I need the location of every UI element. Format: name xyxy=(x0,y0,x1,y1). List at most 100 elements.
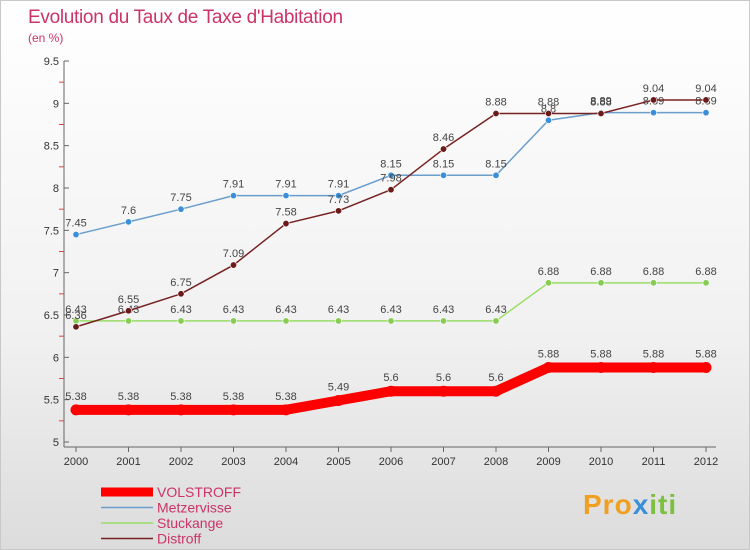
data-label: 7.91 xyxy=(275,179,296,191)
data-label: 7.6 xyxy=(121,205,136,217)
data-point xyxy=(439,317,447,325)
data-label: 6.88 xyxy=(643,266,664,278)
data-point xyxy=(70,404,82,416)
data-label: 7.91 xyxy=(328,179,349,191)
data-label: 5.88 xyxy=(590,348,611,360)
data-label: 9.04 xyxy=(695,83,716,95)
data-label: 7.45 xyxy=(65,218,86,230)
data-label: 5.38 xyxy=(223,391,244,403)
data-point xyxy=(280,404,292,416)
data-point xyxy=(595,361,607,373)
data-label: 8.88 xyxy=(538,96,559,108)
x-tick-label: 2006 xyxy=(379,456,403,468)
data-label: 5.38 xyxy=(170,391,191,403)
data-label: 6.55 xyxy=(118,294,139,306)
data-point xyxy=(543,361,554,373)
data-label: 6.43 xyxy=(328,304,349,316)
data-point xyxy=(702,279,710,287)
data-point xyxy=(438,385,449,397)
data-point xyxy=(490,385,502,397)
y-tick-label: 6 xyxy=(53,352,59,364)
data-label: 5.88 xyxy=(643,348,664,360)
data-point xyxy=(125,317,133,325)
data-point xyxy=(177,205,185,213)
data-point xyxy=(439,171,447,179)
x-tick-label: 2007 xyxy=(431,456,455,468)
data-point xyxy=(125,218,133,226)
data-label: 5.38 xyxy=(275,391,296,403)
data-label: 5.88 xyxy=(538,348,559,360)
data-label: 6.43 xyxy=(275,304,296,316)
proxiti-logo: Proxiti xyxy=(583,489,677,521)
data-point xyxy=(123,404,134,416)
data-point xyxy=(228,404,239,416)
chart-title: Evolution du Taux de Taxe d'Habitation xyxy=(28,7,343,28)
x-tick-label: 2012 xyxy=(694,456,718,468)
data-point xyxy=(72,323,80,331)
data-point xyxy=(282,317,290,325)
data-point xyxy=(334,207,342,215)
data-label: 8.15 xyxy=(433,158,454,170)
chart-subtitle: (en %) xyxy=(28,31,64,45)
y-tick-label: 9.5 xyxy=(44,56,59,68)
y-tick-label: 9 xyxy=(53,98,59,110)
data-point xyxy=(387,186,395,194)
data-label: 7.91 xyxy=(223,179,244,191)
y-tick-label: 8.5 xyxy=(44,141,59,153)
y-tick-label: 7 xyxy=(53,268,59,280)
data-point xyxy=(597,279,605,287)
data-label: 5.49 xyxy=(328,382,349,394)
y-tick-label: 5 xyxy=(53,437,59,449)
data-label: 5.6 xyxy=(383,372,398,384)
data-point xyxy=(282,192,290,200)
x-tick-label: 2008 xyxy=(484,456,508,468)
data-label: 6.43 xyxy=(65,304,86,316)
data-point xyxy=(175,404,187,416)
data-label: 8.15 xyxy=(380,158,401,170)
data-point xyxy=(702,109,710,117)
data-label: 8.89 xyxy=(590,96,611,108)
data-point xyxy=(387,171,395,179)
logo-part-2: x xyxy=(632,489,650,520)
data-point xyxy=(492,317,500,325)
data-point xyxy=(177,290,185,298)
x-tick-label: 2010 xyxy=(589,456,613,468)
legend-label-distroff: Distroff xyxy=(157,531,201,547)
data-label: 7.73 xyxy=(328,194,349,206)
y-tick-label: 6.5 xyxy=(44,310,59,322)
data-label: 6.43 xyxy=(380,304,401,316)
legend-label-volstroff: VOLSTROFF xyxy=(157,484,241,500)
x-tick-label: 2004 xyxy=(274,456,298,468)
data-point xyxy=(544,116,552,124)
x-tick-label: 2000 xyxy=(64,456,88,468)
data-point xyxy=(649,109,657,117)
data-label: 7.75 xyxy=(170,192,191,204)
data-point xyxy=(177,317,185,325)
legend-label-stuckange: Stuckange xyxy=(157,515,223,531)
x-tick-label: 2001 xyxy=(116,456,140,468)
data-label: 8.8 xyxy=(541,103,556,115)
data-point xyxy=(649,279,657,287)
y-tick-label: 7.5 xyxy=(44,225,59,237)
x-tick-label: 2011 xyxy=(642,456,666,468)
data-point xyxy=(125,307,133,315)
data-point xyxy=(439,145,447,153)
data-label: 8.88 xyxy=(485,96,506,108)
data-label: 6.43 xyxy=(485,304,506,316)
data-label: 5.88 xyxy=(695,348,716,360)
data-point xyxy=(544,109,552,117)
data-label: 6.36 xyxy=(65,310,86,322)
data-label: 5.6 xyxy=(436,372,451,384)
data-label: 5.38 xyxy=(65,391,86,403)
data-point xyxy=(700,361,712,373)
data-label: 6.75 xyxy=(170,277,191,289)
y-tick-label: 8 xyxy=(53,183,59,195)
data-point xyxy=(230,261,238,269)
data-label: 6.43 xyxy=(433,304,454,316)
data-point xyxy=(72,231,80,239)
data-label: 6.88 xyxy=(590,266,611,278)
data-point xyxy=(334,192,342,200)
data-point xyxy=(648,361,659,373)
